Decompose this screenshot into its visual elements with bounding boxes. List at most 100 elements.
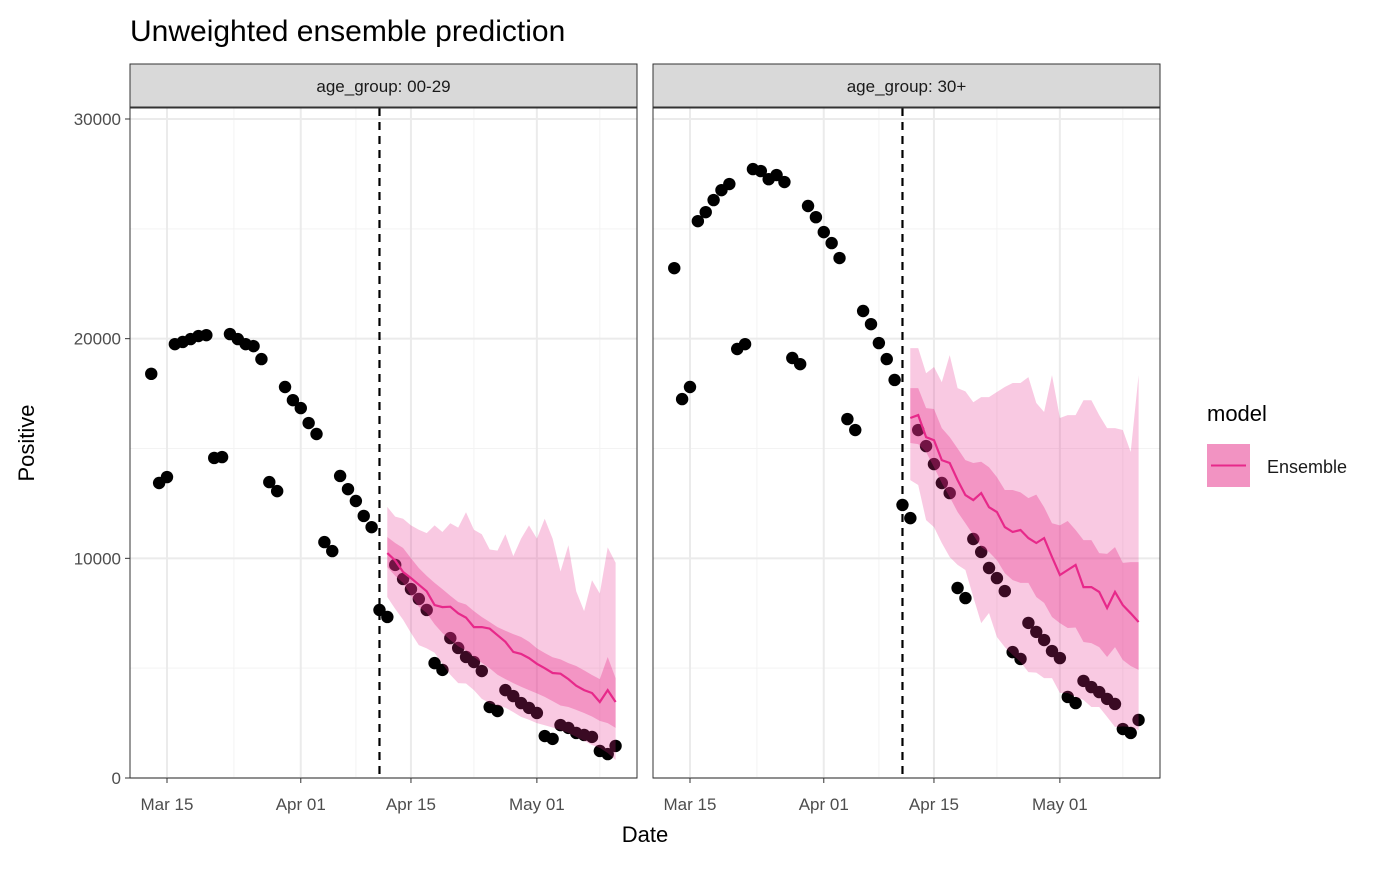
x-tick-label: Apr 01 [799,795,849,814]
observed-point [683,380,697,394]
observed-point [967,532,980,546]
x-axis-label: Date [622,822,668,847]
observed-point [927,457,941,471]
observed-point [294,401,307,415]
panel-0: age_group: 00-29 Mar 15 Apr 01 Apr 15 May 01… [74,63,638,814]
facet-strip [652,63,1161,108]
observed-point [1037,633,1051,647]
observed-point [880,352,893,366]
observed-point [951,581,964,595]
observed-point [263,475,276,489]
observed-point [778,175,791,189]
observed-point [888,373,901,387]
observed-point [1124,726,1137,740]
observed-point [1108,697,1122,711]
observed-point [982,561,996,575]
observed-point [546,732,559,746]
observed-point [707,193,720,207]
panel-1: age_group: 30+ Mar 15 Apr 01 Apr 15 May 01 [652,63,1161,814]
observed-point [1022,616,1035,630]
ensemble-inner-interval [387,537,616,728]
observed-point [959,591,972,605]
x-tick-label: Apr 15 [386,795,436,814]
x-tick-label: Apr 15 [909,795,959,814]
observed-point [530,706,544,720]
observed-point [675,392,689,406]
legend-title: model [1207,401,1267,426]
observed-point [145,367,158,381]
observed-point [389,558,402,572]
ensemble-median-line [386,552,617,704]
observed-point [1069,696,1082,710]
observed-point [247,339,260,353]
observed-point [754,164,768,178]
legend-entry-ensemble: Ensemble [1267,457,1347,477]
observed-point [738,337,752,351]
observed-point [215,450,229,464]
observed-point [817,225,830,239]
legend: model Ensemble [1207,401,1347,487]
observed-point [1053,651,1067,665]
observed-point [849,423,862,437]
observed-point [475,664,488,678]
observed-point [1030,625,1043,639]
y-axis-label: Positive [14,404,39,481]
observed-point [333,469,347,483]
observed-point [919,439,933,453]
x-tick-label: May 01 [1032,795,1088,814]
observed-point [943,486,956,500]
observed-point [974,545,988,559]
observed-point [601,747,614,761]
ensemble-inner-interval [910,388,1139,670]
observed-point [1014,652,1027,666]
x-tick-label: Mar 15 [664,795,717,814]
observed-point [723,177,736,191]
observed-point [381,610,394,624]
observed-point [467,655,481,669]
observed-point [286,393,300,407]
observed-point [872,336,886,350]
observed-point [809,210,823,224]
observed-point [491,704,504,718]
x-tick-label: Apr 01 [276,795,326,814]
y-tick-label: 10000 [74,549,121,568]
observed-point [270,484,284,498]
facet-strip [129,63,638,108]
observed-point [585,730,599,744]
observed-point [609,739,622,753]
observed-point [412,592,426,606]
facet-strip-label: age_group: 30+ [847,77,967,96]
observed-point [691,214,705,228]
observed-point [310,427,323,441]
observed-point [856,304,870,318]
observed-point [793,357,807,371]
observed-point [420,603,433,617]
y-tick-label: 30000 [74,110,121,129]
observed-point [451,641,465,655]
x-tick-label: May 01 [509,795,565,814]
observed-point [801,199,815,213]
observed-point [302,416,315,430]
y-tick-label: 0 [112,769,121,788]
observed-point [668,261,681,275]
observed-point [436,663,449,677]
observed-point [990,571,1004,585]
observed-point [326,544,339,558]
observed-point [255,352,268,366]
observed-point [444,631,457,645]
observed-point [864,317,878,331]
ensemble-outer-interval [910,348,1139,731]
observed-point [349,494,363,508]
y-tick-label: 20000 [74,330,121,349]
observed-point [935,476,949,490]
observed-point [699,205,712,219]
observed-point [200,328,213,342]
observed-point [365,520,378,534]
facet-strip-label: age_group: 00-29 [316,77,450,96]
observed-point [278,380,292,394]
ensemble-outer-interval [387,506,616,760]
observed-point [404,582,418,596]
observed-point [833,251,846,265]
observed-point [904,511,917,525]
observed-point [160,470,174,484]
